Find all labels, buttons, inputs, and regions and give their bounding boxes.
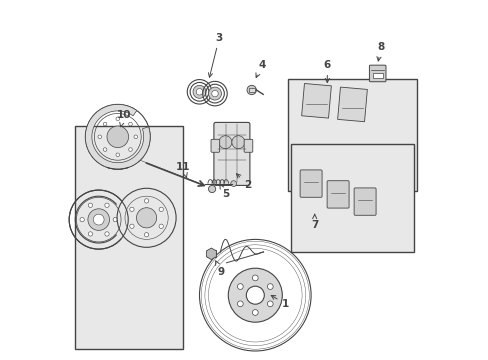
Bar xyxy=(372,73,382,78)
Circle shape xyxy=(246,286,264,304)
Circle shape xyxy=(104,203,109,207)
Text: 5: 5 xyxy=(219,184,229,199)
Text: 10: 10 xyxy=(117,110,131,127)
Text: 4: 4 xyxy=(255,60,265,77)
Circle shape xyxy=(159,224,163,228)
Text: 3: 3 xyxy=(208,33,223,77)
Circle shape xyxy=(252,310,258,315)
Circle shape xyxy=(211,90,218,97)
Circle shape xyxy=(196,89,203,95)
Circle shape xyxy=(267,301,273,307)
Polygon shape xyxy=(85,104,150,169)
Circle shape xyxy=(228,268,282,322)
Circle shape xyxy=(88,232,92,236)
Circle shape xyxy=(193,85,205,98)
Circle shape xyxy=(113,217,117,222)
Circle shape xyxy=(144,233,148,237)
Circle shape xyxy=(144,199,148,203)
Circle shape xyxy=(104,232,109,236)
Circle shape xyxy=(252,275,258,281)
Circle shape xyxy=(219,136,231,149)
Circle shape xyxy=(88,209,109,230)
Circle shape xyxy=(128,122,132,126)
Circle shape xyxy=(88,203,92,207)
Circle shape xyxy=(116,153,120,157)
Circle shape xyxy=(159,207,163,211)
Circle shape xyxy=(267,284,273,289)
FancyBboxPatch shape xyxy=(244,139,252,152)
FancyBboxPatch shape xyxy=(213,122,249,185)
Circle shape xyxy=(103,122,107,126)
FancyBboxPatch shape xyxy=(353,188,375,215)
Polygon shape xyxy=(206,248,216,260)
Text: 6: 6 xyxy=(323,60,330,82)
Text: 9: 9 xyxy=(215,261,224,277)
Bar xyxy=(248,88,254,92)
Circle shape xyxy=(136,208,156,228)
Text: 8: 8 xyxy=(376,42,384,61)
Circle shape xyxy=(246,85,256,95)
Circle shape xyxy=(128,148,132,151)
Circle shape xyxy=(107,126,128,148)
Bar xyxy=(206,250,216,257)
Polygon shape xyxy=(337,87,366,122)
Circle shape xyxy=(208,185,215,193)
Circle shape xyxy=(208,87,221,100)
FancyBboxPatch shape xyxy=(368,65,385,82)
Circle shape xyxy=(103,148,107,151)
Circle shape xyxy=(93,214,104,225)
Text: 11: 11 xyxy=(176,162,190,178)
Circle shape xyxy=(129,224,134,228)
Text: 7: 7 xyxy=(310,214,318,230)
FancyBboxPatch shape xyxy=(211,139,219,152)
Circle shape xyxy=(231,136,244,149)
Circle shape xyxy=(116,117,120,121)
Circle shape xyxy=(80,217,84,222)
FancyBboxPatch shape xyxy=(300,170,322,197)
Circle shape xyxy=(129,207,134,211)
Circle shape xyxy=(237,301,243,307)
Circle shape xyxy=(237,284,243,289)
Circle shape xyxy=(230,181,236,186)
Circle shape xyxy=(134,135,137,139)
Bar xyxy=(75,126,183,349)
Text: 2: 2 xyxy=(236,174,251,190)
FancyBboxPatch shape xyxy=(326,181,348,208)
Bar xyxy=(287,79,416,191)
Circle shape xyxy=(98,135,102,139)
Text: 1: 1 xyxy=(271,296,289,309)
Polygon shape xyxy=(301,84,331,118)
Bar xyxy=(291,144,413,252)
